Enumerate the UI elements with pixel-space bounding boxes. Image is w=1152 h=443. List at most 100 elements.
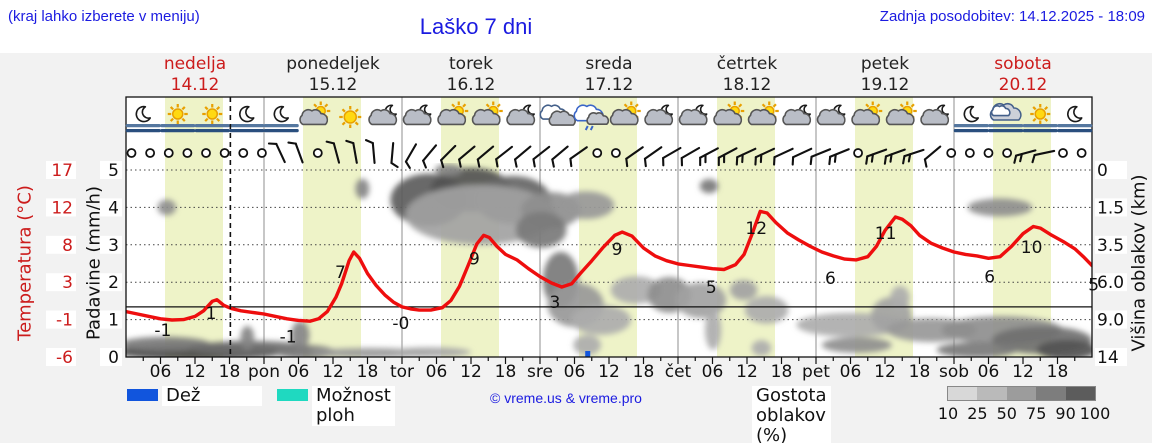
temperature-value-label: 9 [469,249,480,269]
calm-wind-icon [1002,148,1013,158]
moon-cloud-icon [782,104,812,126]
x-axis-hour-label: 18 [633,362,655,382]
day-name: sreda [585,54,633,74]
x-axis-hour-label: 18 [909,362,931,382]
svg-text:-6: -6 [56,348,73,368]
calm-wind-icon [610,148,621,158]
svg-text:5: 5 [108,161,119,181]
density-segment [1065,387,1095,400]
day-date: 14.12 [170,75,220,95]
calm-wind-icon [219,148,230,158]
cloud-fog-icon [988,102,1024,133]
page-title: Laško 7 dni [419,14,533,39]
temperature-value-label: 5 [706,278,717,298]
calm-wind-icon [163,148,174,158]
density-tick-label: 100 [1079,404,1111,423]
density-tick-label: 75 [1026,404,1047,423]
svg-text:3: 3 [108,236,119,256]
x-axis-hour-label: 06 [702,362,724,382]
calm-wind-icon [946,148,957,158]
x-axis-hour-label: 12 [322,362,344,382]
svg-text:2: 2 [108,273,119,293]
wind-barb-icon [680,146,701,167]
wind-barb-icon [923,145,942,168]
calm-wind-icon [257,148,267,158]
wind-barb-icon [569,146,588,168]
rain-legend-label: Dež [162,386,262,406]
day-date: 19.12 [860,75,910,95]
moon-cloud-icon [506,104,536,126]
x-axis-hour-label: 18 [1047,362,1069,382]
wind-barb-icon [625,146,644,168]
x-axis-hour-label: 06 [978,362,1000,382]
wind-barb-icon [865,148,888,165]
x-axis-hour-label: 18 [357,362,379,382]
x-axis-hour-label: 12 [1012,362,1034,382]
svg-text:0: 0 [108,348,119,368]
wind-barb-icon [422,144,438,169]
day-date: 17.12 [584,75,634,95]
calm-wind-icon [1058,148,1068,158]
cloud-sun-icon [885,101,917,126]
svg-text:14: 14 [1097,348,1119,368]
svg-text:1.5: 1.5 [1097,198,1124,218]
wind-barb-icon [532,145,551,168]
cloud-density-legend-label: Gostota oblakov (%) [752,386,831,443]
moon-cloud-icon [920,104,950,126]
wind-barb-icon [662,146,682,167]
day-date: 18.12 [722,75,772,95]
cloud-sun-icon [851,101,883,126]
temperature-value-label: 7 [335,263,346,283]
wind-barb-icon [643,146,663,168]
temperature-value-label: -1 [154,321,171,341]
calm-wind-icon [592,148,603,158]
daylight-band [165,97,223,357]
x-axis-day-abbrev: sre [527,362,553,382]
copyright-link[interactable]: © vreme.us & vreme.pro [490,390,642,406]
moon-cloud-icon [678,104,708,126]
density-tick-label: 25 [967,404,988,423]
wind-barb-icon [828,148,850,166]
x-axis-hour-label: 06 [426,362,448,382]
day-name: petek [860,54,910,74]
wind-barb-icon [325,140,341,164]
temperature-value-label: 11 [875,224,897,244]
svg-text:12: 12 [51,198,73,218]
last-update-text: Zadnja posodobitev: 14.12.2025 - 18:09 [879,8,1145,25]
moon-fog-icon [125,105,161,133]
x-axis-hour-label: 06 [150,362,172,382]
svg-text:3: 3 [62,273,73,293]
day-date: 20.12 [998,75,1048,95]
calm-wind-icon [312,148,323,158]
temperature-value-label: 9 [612,240,623,260]
moon-cloud-icon [644,104,674,126]
x-axis-hour-label: 18 [771,362,793,382]
x-axis-day-abbrev: čet [665,362,692,382]
moon-fog-icon [1057,105,1093,133]
showers-legend-swatch [277,389,308,401]
svg-text:8: 8 [62,236,73,256]
wind-barb-icon [699,147,719,167]
wind-barb-icon [1031,149,1056,164]
x-axis-hour-label: 18 [219,362,241,382]
svg-text:9.0: 9.0 [1097,311,1124,331]
density-tick-label: 10 [937,404,959,423]
cloud-sun-icon [747,101,779,126]
rain-bar [585,351,591,357]
density-segment [1036,387,1066,400]
moon-cloud-icon [402,104,432,126]
wind-barb-icon [551,145,569,168]
moon-cloud-icon [816,104,846,126]
temperature-value-label: 12 [745,219,767,239]
x-axis-hour-label: 12 [460,362,482,382]
cloud-sun-icon [471,101,503,126]
wind-barb-icon [902,148,925,165]
density-tick-label: 50 [996,404,1017,423]
svg-text:3.5: 3.5 [1097,236,1124,256]
wind-barb-icon [717,147,738,167]
menu-hint-text: (kraj lahko izberete v meniju) [8,8,200,25]
moon-fog-icon [263,105,299,133]
x-axis-day-abbrev: pet [802,362,830,382]
x-axis-hour-label: 06 [564,362,586,382]
day-name: sobota [994,54,1052,74]
